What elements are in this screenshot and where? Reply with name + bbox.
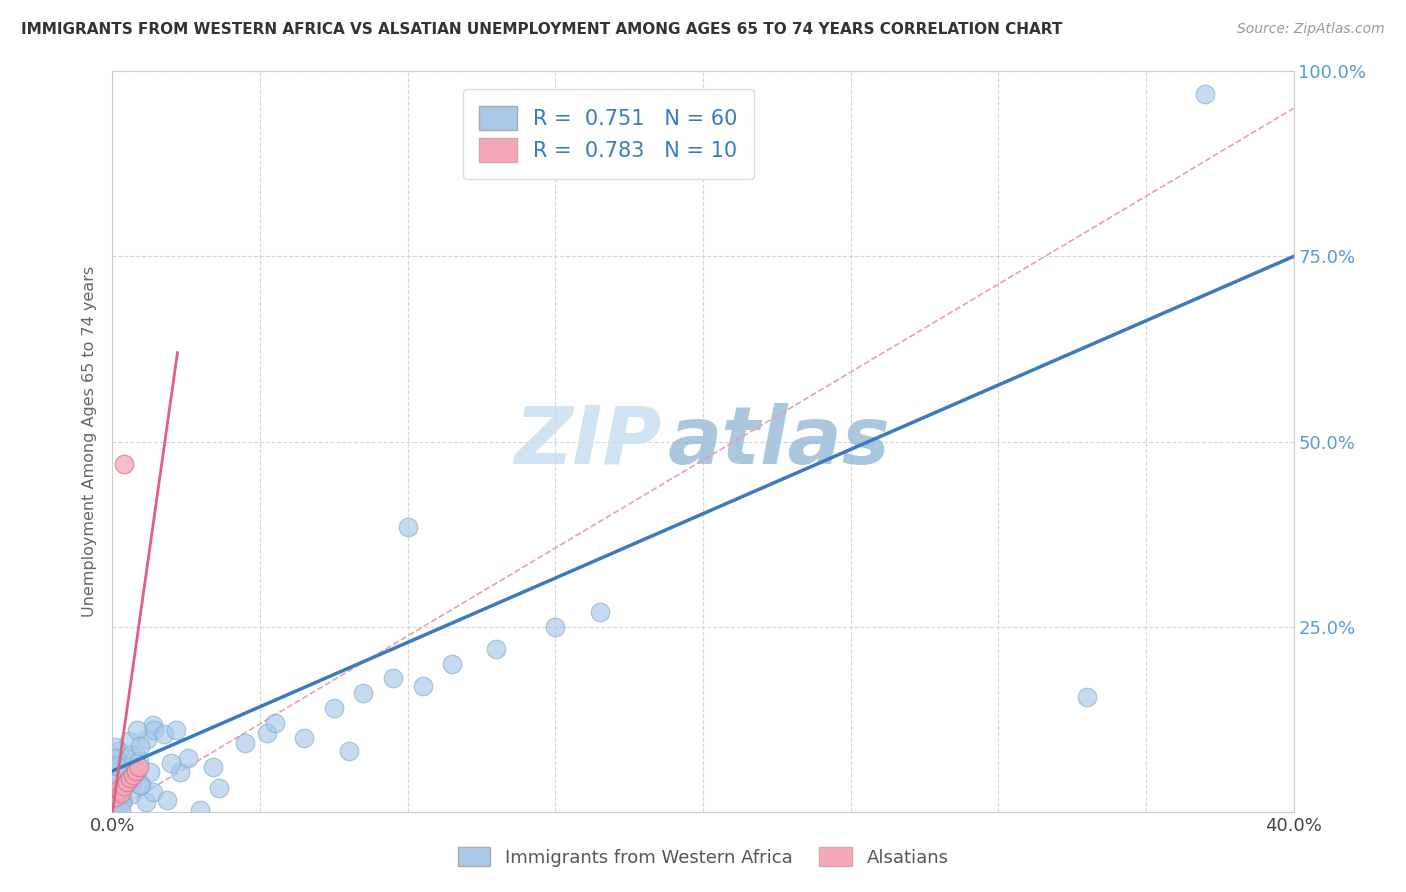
- Point: [127, 767, 149, 781]
- Point: [114, 772, 136, 786]
- Text: Source: ZipAtlas.com: Source: ZipAtlas.com: [1237, 22, 1385, 37]
- Point: [485, 641, 508, 656]
- Point: [153, 727, 176, 741]
- Legend: R =  0.751   N = 60, R =  0.783   N = 10: R = 0.751 N = 60, R = 0.783 N = 10: [463, 89, 755, 179]
- Point: [117, 775, 138, 789]
- Text: atlas: atlas: [668, 402, 890, 481]
- Point: [1194, 87, 1216, 101]
- Point: [441, 657, 464, 671]
- Point: [256, 726, 278, 740]
- Point: [588, 605, 610, 619]
- Point: [110, 786, 132, 800]
- Point: [128, 754, 150, 768]
- Point: [544, 619, 567, 633]
- Point: [120, 772, 142, 786]
- Point: [1076, 690, 1098, 704]
- Point: [201, 760, 224, 774]
- Point: [411, 679, 433, 693]
- Point: [104, 787, 127, 801]
- Point: [135, 795, 157, 809]
- Point: [129, 779, 152, 793]
- Point: [104, 802, 127, 816]
- Point: [131, 778, 153, 792]
- Point: [104, 750, 127, 764]
- Point: [107, 785, 129, 799]
- Point: [107, 744, 129, 758]
- Point: [105, 759, 128, 773]
- Point: [264, 715, 287, 730]
- Point: [125, 764, 148, 778]
- Point: [159, 756, 181, 770]
- Point: [104, 789, 127, 804]
- Point: [396, 519, 419, 533]
- Point: [112, 779, 135, 793]
- Point: [135, 731, 157, 746]
- Point: [177, 751, 200, 765]
- Point: [121, 788, 143, 802]
- Point: [107, 782, 129, 797]
- Point: [122, 767, 145, 781]
- Point: [125, 723, 148, 737]
- Point: [139, 764, 162, 779]
- Point: [117, 773, 139, 788]
- Point: [128, 760, 150, 774]
- Point: [337, 744, 360, 758]
- Point: [111, 793, 134, 807]
- Point: [208, 780, 231, 795]
- Point: [118, 734, 141, 748]
- Point: [129, 739, 152, 753]
- Point: [121, 775, 143, 789]
- Point: [104, 740, 127, 755]
- Point: [165, 723, 187, 737]
- Point: [112, 457, 135, 471]
- Point: [382, 672, 405, 686]
- Point: [292, 731, 315, 745]
- Text: ZIP: ZIP: [515, 402, 662, 481]
- Point: [169, 765, 191, 780]
- Point: [118, 765, 141, 780]
- Point: [352, 686, 374, 700]
- Point: [142, 718, 165, 732]
- Point: [110, 804, 132, 818]
- Point: [142, 723, 165, 738]
- Point: [156, 793, 179, 807]
- Legend: Immigrants from Western Africa, Alsatians: Immigrants from Western Africa, Alsatian…: [450, 840, 956, 874]
- Point: [105, 775, 128, 789]
- Point: [142, 785, 165, 799]
- Point: [323, 701, 346, 715]
- Point: [104, 764, 127, 778]
- Point: [112, 758, 135, 772]
- Text: IMMIGRANTS FROM WESTERN AFRICA VS ALSATIAN UNEMPLOYMENT AMONG AGES 65 TO 74 YEAR: IMMIGRANTS FROM WESTERN AFRICA VS ALSATI…: [21, 22, 1063, 37]
- Point: [188, 803, 211, 817]
- Point: [125, 747, 148, 762]
- Y-axis label: Unemployment Among Ages 65 to 74 years: Unemployment Among Ages 65 to 74 years: [82, 266, 97, 617]
- Point: [233, 736, 256, 750]
- Point: [120, 748, 142, 763]
- Point: [111, 796, 134, 810]
